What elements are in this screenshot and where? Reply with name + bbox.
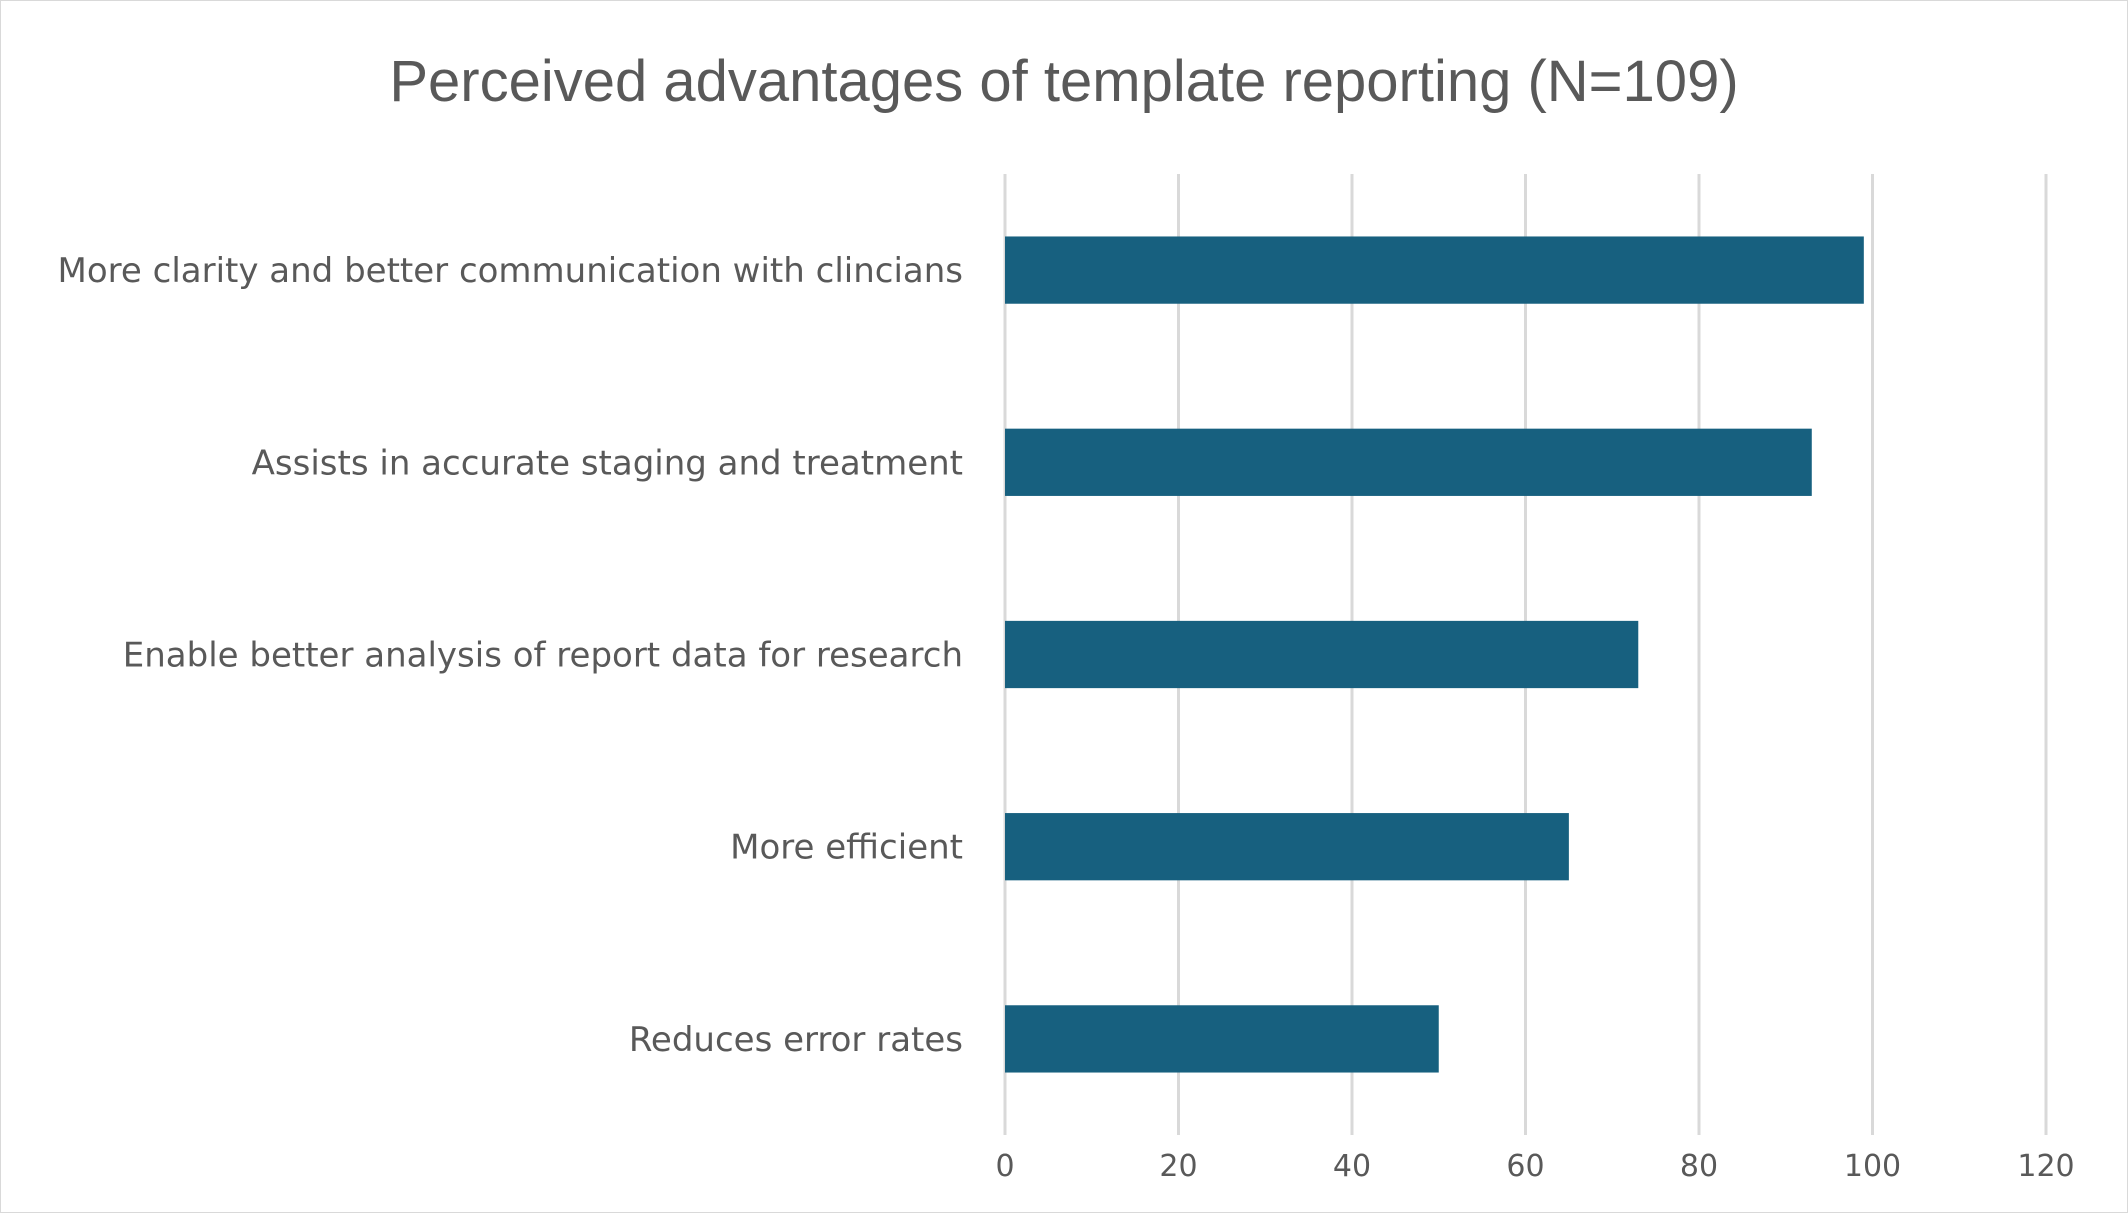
bar — [1005, 620, 1639, 689]
bar — [1005, 813, 1569, 881]
x-axis-tick-labels: 0 20 40 60 80 100 120 — [995, 1149, 2074, 1184]
x-tick-label: 100 — [1844, 1149, 1901, 1184]
x-tick-label: 60 — [1506, 1149, 1544, 1184]
category-label: More clarity and better communication wi… — [58, 251, 963, 291]
x-tick-label: 80 — [1680, 1149, 1718, 1184]
x-tick-label: 40 — [1333, 1149, 1371, 1184]
category-label: More efficient — [730, 828, 963, 868]
category-label: Enable better analysis of report data fo… — [123, 636, 963, 676]
x-tick-label: 20 — [1159, 1149, 1197, 1184]
bar — [1005, 236, 1864, 304]
bar — [1005, 1005, 1439, 1073]
chart-title: Perceived advantages of template reporti… — [389, 49, 1738, 114]
category-label: Assists in accurate staging and treatmen… — [252, 443, 963, 483]
category-labels: More clarity and better communication wi… — [58, 251, 963, 1060]
category-label: Reduces error rates — [629, 1020, 963, 1060]
bar — [1005, 428, 1812, 496]
x-tick-label: 120 — [2017, 1149, 2074, 1184]
bars — [1005, 236, 1864, 1073]
x-tick-label: 0 — [995, 1149, 1014, 1184]
